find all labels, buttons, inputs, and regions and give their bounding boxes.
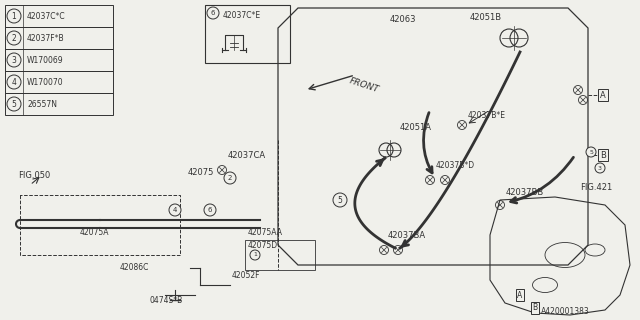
Circle shape [333,193,347,207]
Text: 4: 4 [12,77,17,86]
Text: 3: 3 [12,55,17,65]
Text: FIG.421: FIG.421 [580,183,612,192]
Text: A420001383: A420001383 [541,308,589,316]
Text: 42037F*B: 42037F*B [27,34,65,43]
Circle shape [595,163,605,173]
Text: 1: 1 [253,252,257,258]
Circle shape [224,172,236,184]
Text: 2: 2 [12,34,17,43]
Circle shape [7,9,21,23]
Text: 42075AA: 42075AA [248,228,283,237]
Text: 6: 6 [208,207,212,213]
Circle shape [207,7,219,19]
Text: 5: 5 [589,149,593,155]
Text: B: B [600,150,606,159]
Text: B: B [532,303,538,313]
Text: 5: 5 [12,100,17,108]
Text: 42037B*E: 42037B*E [468,111,506,120]
Text: 42063: 42063 [390,15,417,24]
Bar [5,93,113,115]
Circle shape [586,147,596,157]
Text: W170069: W170069 [27,55,63,65]
Text: 42037B*D: 42037B*D [436,161,475,170]
Bar [5,5,113,27]
Text: FRONT: FRONT [348,76,380,94]
Bar [245,240,315,270]
Text: 5: 5 [337,196,342,204]
Text: 42075: 42075 [188,168,214,177]
Bar [5,27,113,49]
Text: 42037BB: 42037BB [506,188,544,197]
Text: 42075A: 42075A [80,228,109,237]
Text: A: A [600,91,606,100]
Text: 42052F: 42052F [232,271,260,280]
Circle shape [204,204,216,216]
Text: 42037C*C: 42037C*C [27,12,66,20]
Text: W170070: W170070 [27,77,63,86]
Text: 42037C*E: 42037C*E [223,11,261,20]
Text: 3: 3 [598,165,602,171]
Circle shape [250,250,260,260]
Bar [5,71,113,93]
Circle shape [7,31,21,45]
Text: A: A [517,291,523,300]
Text: 2: 2 [228,175,232,181]
Bar [5,49,113,71]
Text: 42086C: 42086C [120,263,149,272]
Text: 42037CA: 42037CA [228,151,266,160]
Text: 42075D: 42075D [248,241,278,250]
Text: 1: 1 [12,12,17,20]
Circle shape [7,53,21,67]
Text: 26557N: 26557N [27,100,57,108]
Text: FIG.050: FIG.050 [18,171,51,180]
Text: 0474S*B: 0474S*B [150,296,183,305]
Text: 6: 6 [211,10,215,16]
Text: 42051B: 42051B [470,13,502,22]
Text: 4: 4 [173,207,177,213]
Text: 42051A: 42051A [400,123,432,132]
Circle shape [7,97,21,111]
Text: 42037BA: 42037BA [388,231,426,240]
Circle shape [169,204,181,216]
Circle shape [7,75,21,89]
Bar [205,5,290,63]
